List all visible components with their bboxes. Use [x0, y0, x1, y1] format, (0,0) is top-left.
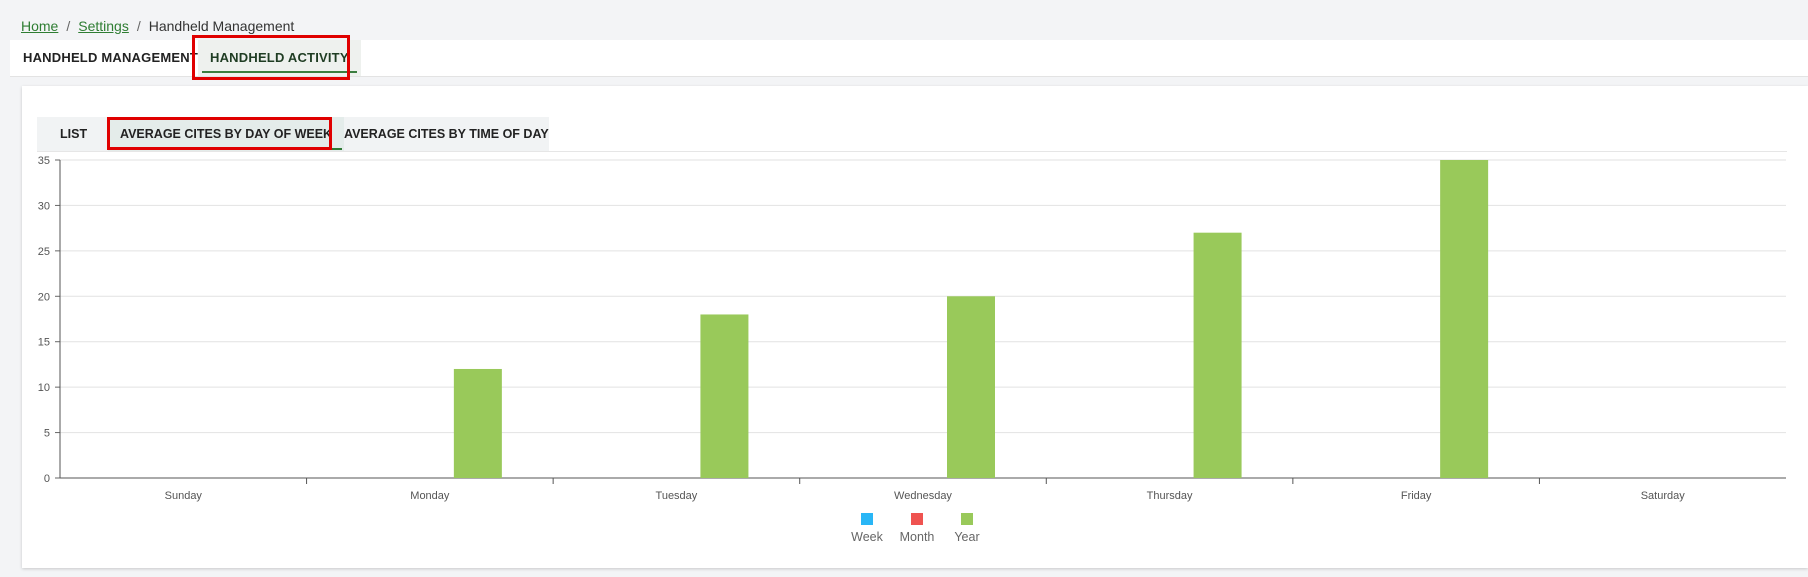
legend-swatch — [911, 513, 923, 525]
active-tab-underline — [202, 71, 357, 73]
bar-year-tuesday — [700, 314, 749, 478]
x-tick-label: Wednesday — [894, 490, 952, 502]
y-tick-label: 30 — [38, 200, 50, 212]
legend-item-month[interactable]: Month — [892, 511, 942, 546]
y-tick-label: 35 — [38, 155, 50, 167]
breadcrumb-settings-link[interactable]: Settings — [78, 18, 129, 34]
sub-tab-bar: LIST AVERAGE CITES BY DAY OF WEEK AVERAG… — [37, 117, 549, 151]
y-tick-label: 0 — [44, 473, 50, 485]
x-tick-label: Tuesday — [656, 490, 698, 502]
y-tick-label: 5 — [44, 428, 50, 440]
top-tab-bar: HANDHELD MANAGEMENT HANDHELD ACTIVITY — [10, 40, 1808, 77]
y-tick-label: 10 — [38, 382, 50, 394]
legend-item-week[interactable]: Week — [842, 511, 892, 546]
breadcrumb-home-link[interactable]: Home — [21, 18, 59, 34]
legend-swatch — [861, 513, 873, 525]
breadcrumb-separator: / — [136, 18, 141, 34]
tab-handheld-management[interactable]: HANDHELD MANAGEMENT — [23, 50, 198, 65]
bar-year-thursday — [1193, 232, 1242, 478]
x-tick-label: Monday — [410, 490, 450, 502]
tab-average-cites-by-time-of-day[interactable]: AVERAGE CITES BY TIME OF DAY — [344, 127, 549, 141]
y-tick-label: 15 — [38, 337, 50, 349]
bar-year-friday — [1440, 160, 1489, 478]
tab-day-of-week-label: AVERAGE CITES BY DAY OF WEEK — [120, 127, 333, 141]
x-tick-label: Sunday — [165, 490, 203, 502]
breadcrumb-current: Handheld Management — [148, 18, 295, 34]
tab-handheld-activity-label: HANDHELD ACTIVITY — [210, 50, 349, 65]
bar-year-wednesday — [947, 296, 995, 478]
legend-label: Month — [899, 530, 935, 544]
breadcrumb-separator: / — [66, 18, 71, 34]
tab-list[interactable]: LIST — [60, 127, 88, 141]
chart-legend: Week Month Year — [842, 511, 992, 546]
legend-label: Week — [851, 530, 883, 544]
subtab-divider — [37, 151, 1787, 152]
tab-handheld-activity[interactable]: HANDHELD ACTIVITY — [198, 40, 361, 76]
x-tick-label: Saturday — [1641, 490, 1686, 502]
legend-label: Year — [954, 530, 980, 544]
x-tick-label: Friday — [1401, 490, 1432, 502]
legend-swatch — [961, 513, 973, 525]
bar-year-monday — [453, 368, 502, 478]
y-tick-label: 25 — [38, 246, 50, 258]
activity-card — [22, 86, 1808, 568]
y-tick-label: 20 — [38, 291, 50, 303]
x-tick-label: Thursday — [1147, 490, 1193, 502]
breadcrumb: Home / Settings / Handheld Management — [21, 18, 294, 34]
legend-item-year[interactable]: Year — [942, 511, 992, 546]
